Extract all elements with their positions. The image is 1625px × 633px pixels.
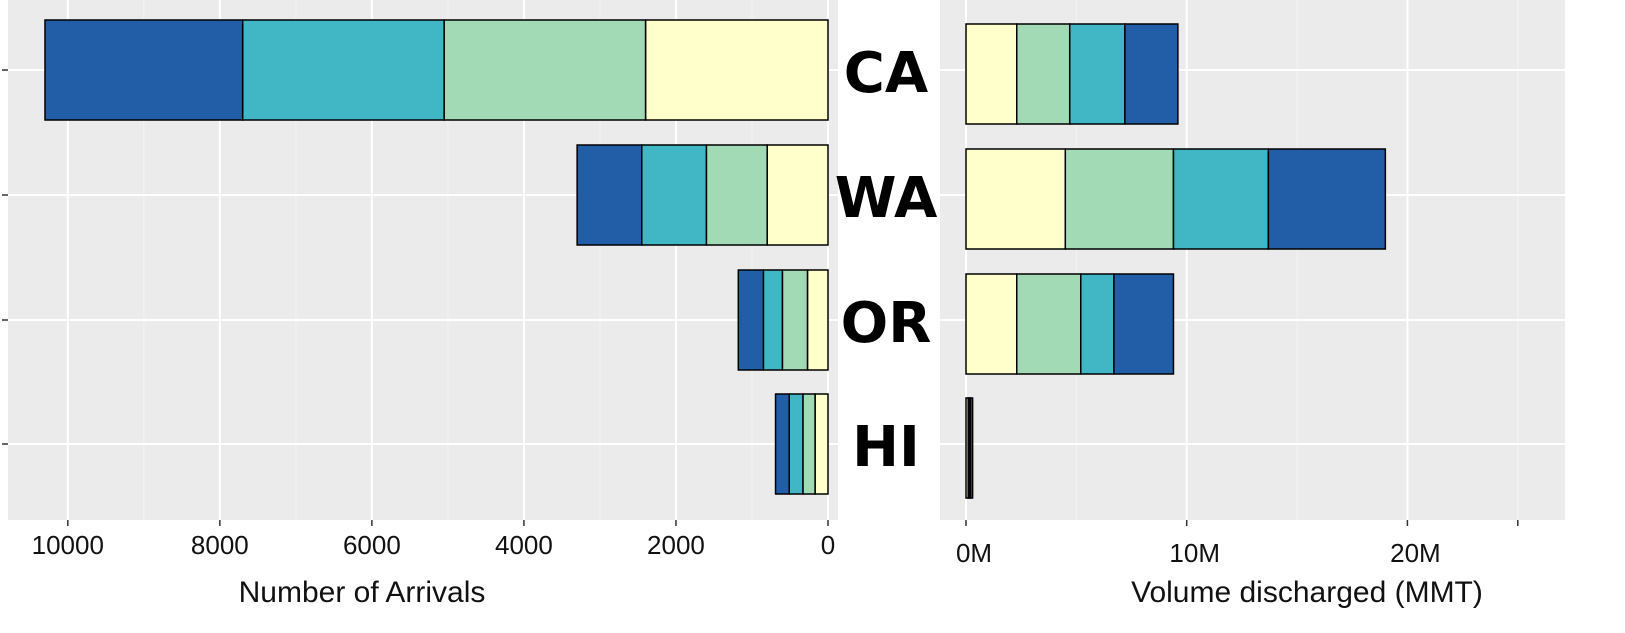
right-bar-hi-segment-4 <box>969 397 974 499</box>
state-label-hi: HI <box>852 415 920 480</box>
right-bar-ca-segment-2 <box>1016 23 1071 125</box>
left-bar-or-segment-2 <box>781 269 809 371</box>
left-bar-hi-segment-4 <box>774 393 790 495</box>
left-x-tick-label: 8000 <box>191 530 249 560</box>
left-bar-or-segment-3 <box>762 269 784 371</box>
left-x-tick-label: 10000 <box>32 530 104 560</box>
left-x-tick-label: 6000 <box>343 530 401 560</box>
state-label-or: OR <box>841 291 932 356</box>
right-bar-or-segment-2 <box>1016 273 1082 375</box>
right-bar-wa-segment-3 <box>1172 148 1270 250</box>
left-bar-wa-segment-1 <box>766 144 829 246</box>
left-bar-wa-segment-3 <box>641 144 708 246</box>
left-bar-hi-segment-1 <box>814 393 829 495</box>
left-bar-hi-segment-3 <box>788 393 804 495</box>
left-bar-hi-segment-2 <box>802 393 816 495</box>
right-bar-or-segment-1 <box>965 273 1018 375</box>
right-bar-ca-segment-4 <box>1124 23 1179 125</box>
right-x-tick-label: 10M <box>1169 538 1220 568</box>
left-panel-y-ticks <box>2 69 8 445</box>
left-panel-x-ticks: 10000 8000 6000 4000 2000 0 <box>32 520 835 560</box>
left-bar-wa-segment-4 <box>576 144 643 246</box>
right-bar-wa-segment-2 <box>1064 148 1175 250</box>
state-label-ca: CA <box>844 41 929 106</box>
right-x-axis-title: Volume discharged (MMT) <box>1131 576 1483 609</box>
right-bar-ca-segment-1 <box>965 23 1018 125</box>
left-panel-bars <box>44 19 829 495</box>
right-x-tick-label: 20M <box>1390 538 1441 568</box>
left-bar-ca-segment-4 <box>44 19 244 121</box>
state-label-wa: WA <box>835 166 938 231</box>
right-bar-or-segment-3 <box>1080 273 1115 375</box>
right-x-tick-label: 0M <box>956 538 992 568</box>
right-bar-wa-segment-1 <box>965 148 1067 250</box>
left-bar-or-segment-4 <box>737 269 765 371</box>
left-bar-ca-segment-2 <box>443 19 647 121</box>
left-x-axis-title: Number of Arrivals <box>239 576 486 609</box>
left-x-tick-label: 0 <box>821 530 835 560</box>
left-bar-ca-segment-3 <box>241 19 445 121</box>
left-x-tick-label: 4000 <box>495 530 553 560</box>
right-bar-or-segment-4 <box>1113 273 1175 375</box>
right-bar-ca-segment-3 <box>1068 23 1126 125</box>
left-bar-or-segment-1 <box>806 269 829 371</box>
state-labels: CA WA OR HI <box>835 41 938 480</box>
right-panel-bars <box>965 23 1387 499</box>
left-bar-wa-segment-2 <box>705 144 768 246</box>
right-panel-x-ticks: 0M 10M 20M <box>956 520 1519 568</box>
right-bar-wa-segment-4 <box>1267 148 1387 250</box>
left-x-tick-label: 2000 <box>647 530 705 560</box>
left-bar-ca-segment-1 <box>644 19 829 121</box>
